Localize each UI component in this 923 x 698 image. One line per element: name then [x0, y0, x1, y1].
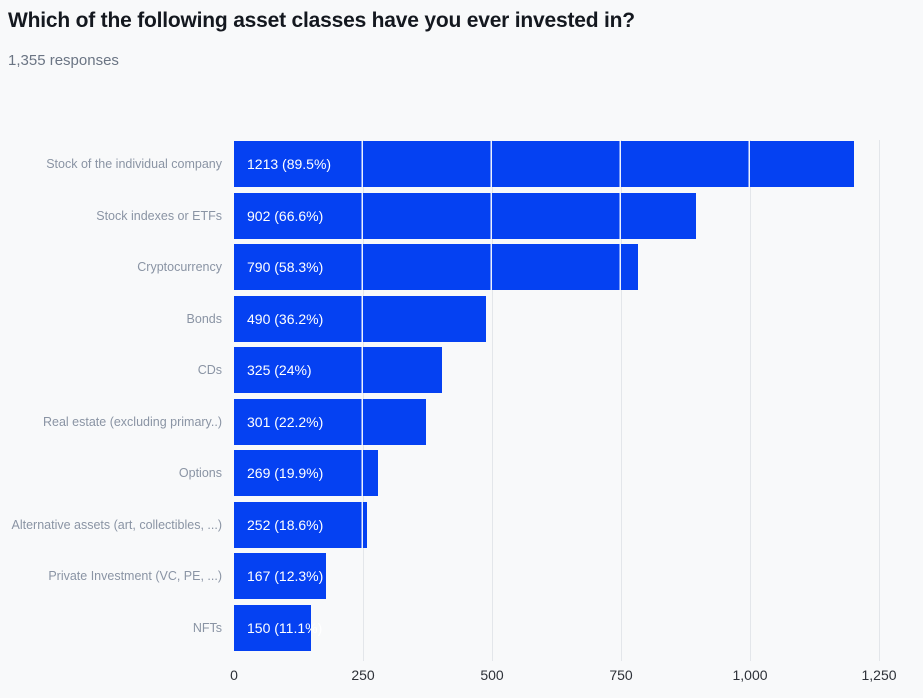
bar-value-label: 1213 (89.5%) — [247, 156, 332, 172]
category-label: NFTs — [192, 620, 222, 635]
category-label: Private Investment (VC, PE, ...) — [48, 569, 222, 583]
bar-value-label: 790 (58.3%) — [247, 259, 324, 275]
bar-value-label: 150 (11.1%) — [247, 619, 323, 636]
bar: 902 (66.6%) — [234, 192, 696, 239]
response-count: 1,355 responses — [8, 52, 119, 70]
category-label: Alternative assets (art, collectibles, .… — [11, 517, 223, 532]
bar: 325 (24%) — [234, 347, 442, 393]
x-tick-label: 500 — [480, 667, 504, 683]
category-label: Bonds — [186, 311, 222, 326]
chart-row: Bonds 490 (36.2%) — [0, 295, 923, 342]
chart-header: Which of the following asset classes hav… — [8, 7, 908, 69]
x-tick-label: 750 — [609, 667, 633, 683]
bar: 252 (18.6%) — [234, 501, 367, 548]
bar-value-label: 325 (24%) — [247, 362, 312, 378]
chart-row: Stock of the individual company 1213 (89.… — [0, 141, 923, 187]
category-label: Stock indexes or ETFs — [96, 208, 222, 223]
bar: 490 (36.2%) — [234, 295, 486, 342]
chart-row: Options 269 (19.9%) — [0, 450, 923, 496]
chart-row: Cryptocurrency 790 (58.3%) — [0, 244, 923, 290]
bar-value-label: 490 (36.2%) — [247, 310, 324, 327]
bar: 1213 (89.5%) — [234, 141, 854, 187]
chart-row: Alternative assets (art, collectibles, .… — [0, 501, 923, 548]
chart-row: CDs 325 (24%) — [0, 347, 923, 393]
bar-value-label: 301 (22.2%) — [247, 413, 324, 430]
chart-row: Private Investment (VC, PE, ...) 167 (12.… — [0, 553, 923, 599]
bar-value-label: 252 (18.6%) — [247, 516, 324, 533]
bar-value-label: 269 (19.9%) — [247, 465, 324, 481]
bar: 301 (22.2%) — [234, 398, 426, 445]
gridline — [621, 140, 622, 661]
category-label: CDs — [197, 363, 222, 377]
x-axis: 0 250 500 750 1,000 1,250 — [0, 667, 923, 687]
chart-row: Stock indexes or ETFs 902 (66.6%) — [0, 192, 923, 239]
chart-row: NFTs 150 (11.1%) — [0, 604, 923, 651]
gridline — [492, 140, 493, 661]
bar-chart: Stock of the individual company 1213 (89.… — [0, 140, 923, 685]
gridline — [750, 140, 751, 661]
bar-value-label: 167 (12.3%) — [247, 568, 324, 584]
category-label: Real estate (excluding primary..) — [42, 414, 222, 429]
chart-rows: Stock of the individual company 1213 (89.… — [0, 141, 923, 656]
x-tick-label: 1,000 — [732, 667, 768, 683]
x-tick-label: 0 — [230, 667, 238, 683]
gridline — [879, 140, 880, 661]
bar: 150 (11.1%) — [234, 604, 322, 651]
category-label: Options — [178, 466, 222, 480]
category-label: Cryptocurrency — [137, 260, 222, 274]
page-title: Which of the following asset classes hav… — [8, 9, 635, 32]
x-tick-label: 250 — [351, 667, 375, 683]
bar: 790 (58.3%) — [234, 244, 638, 290]
chart-row: Real estate (excluding primary..) 301 (22… — [0, 398, 923, 445]
bar-value-label: 902 (66.6%) — [247, 207, 324, 224]
x-tick-label: 1,250 — [861, 667, 897, 683]
category-label: Stock of the individual company — [46, 157, 222, 171]
bar: 269 (19.9%) — [234, 450, 378, 496]
bar: 167 (12.3%) — [234, 553, 326, 599]
